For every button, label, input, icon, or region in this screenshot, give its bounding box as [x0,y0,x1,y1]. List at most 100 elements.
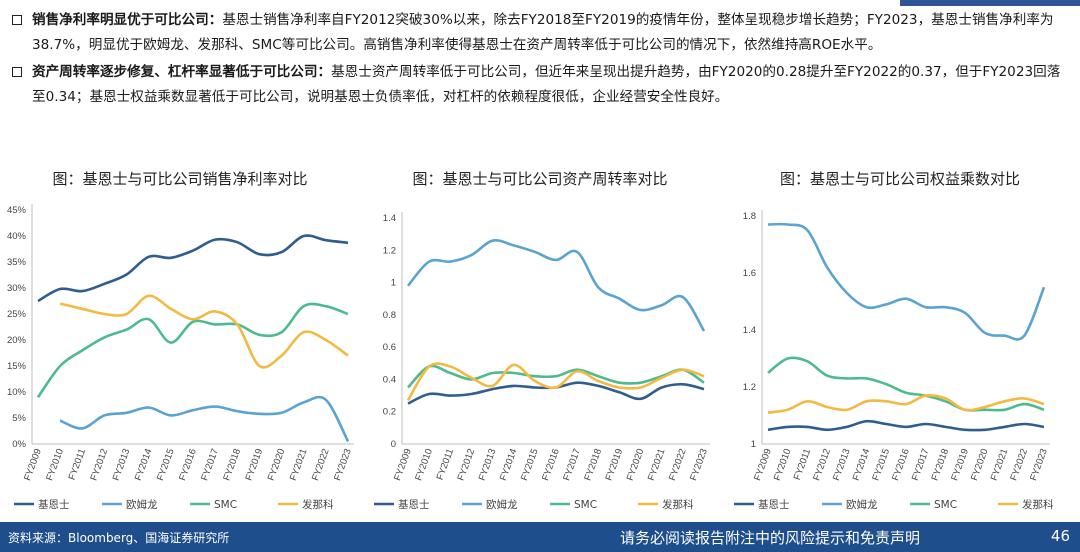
bullet-heading: 资产周转率逐步修复、杠杆率显著低于可比公司： [32,64,332,80]
legend-label: 发那科 [1022,498,1054,511]
bullet-text: 基恩士资产周转率低于可比公司，但近年来呈现出提升趋势，由FY2020的0.28提… [32,64,1061,105]
legend-label: 发那科 [662,498,694,511]
y-tick-label: 20% [7,335,27,346]
x-tick-label: FY2023 [332,447,354,482]
y-tick-label: 0.8 [383,310,396,321]
legend-label: SMC [214,499,237,511]
x-tick-label: FY2015 [519,447,541,482]
y-tick-label: 45% [7,205,27,216]
x-tick-label: FY2023 [688,447,710,482]
chart-asset-turnover: 图：基恩士与可比公司资产周转率对比 0 0.2 0.4 0.6 0.8 1 1.2 1.4 FY… [360,168,720,518]
x-tick-label: FY2011 [435,447,456,481]
chart-equity-multiplier: 图：基恩士与可比公司权益乘数对比 1 1.2 1.4 1.6 1.8 FY2009 FY20… [720,168,1080,518]
x-tick-label: FY2013 [111,447,133,482]
x-tick-label: FY2017 [199,447,221,482]
x-tick-label: FY2015 [155,447,177,482]
x-tick-label: FY2019 [604,447,626,482]
x-tick-label: FY2020 [266,447,288,482]
y-tick-label: 1.8 [743,211,756,222]
chart-title: 图：基恩士与可比公司权益乘数对比 [779,170,1020,188]
y-tick-label: 10% [7,387,27,398]
chart-net-margin: 图：基恩士与可比公司销售净利率对比 0% 5% 10% 15% 20% 25% 30% 35%… [0,168,360,518]
chart-svg: 0% 5% 10% 15% 20% 25% 30% 35% 40% 45% FY2009 FY2010… [7,204,354,511]
x-tick-label: FY2012 [811,447,833,482]
x-tick-label: FY2023 [1028,447,1050,482]
series-line [767,393,1045,414]
y-tick-label: 1.4 [383,213,396,224]
x-tick-label: FY2009 [22,447,44,482]
x-tick-label: FY2011 [792,447,813,481]
series-line [767,356,1045,412]
y-tick-label: 40% [7,231,27,242]
source-note: 资料来源：Bloomberg、国海证券研究所 [8,531,230,545]
x-tick-label: FY2017 [561,447,583,482]
y-tick-label: 0% [12,439,26,450]
page-number: 46 [1050,527,1070,545]
series-line [767,222,1046,341]
x-tick-label: FY2012 [456,447,478,482]
x-tick-label: FY2010 [772,447,794,482]
checkbox-square-icon [12,67,22,77]
chart-title: 图：基恩士与可比公司销售净利率对比 [52,170,308,188]
series-line [37,234,349,303]
legend-label: 欧姆龙 [846,498,878,511]
x-tick-label: FY2018 [582,447,604,482]
x-tick-label: FY2016 [540,447,562,482]
x-tick-label: FY2019 [244,447,266,482]
x-tick-label: FY2009 [752,447,774,482]
y-tick-label: 1.6 [743,268,756,279]
y-tick-label: 0.4 [383,374,396,385]
checkbox-square-icon [12,15,22,25]
x-tick-label: FY2016 [177,447,199,482]
x-tick-label: FY2010 [44,447,66,482]
y-tick-label: 1.4 [743,325,756,336]
y-tick-label: 30% [7,283,27,294]
x-tick-label: FY2013 [831,447,853,482]
y-tick-label: 0.2 [383,407,396,418]
x-tick-label: FY2022 [1008,447,1030,482]
legend-label: 基恩士 [38,498,70,511]
series-line [406,362,705,402]
x-tick-label: FY2020 [625,447,647,482]
y-tick-label: 1 [391,278,396,289]
legend-label: 基恩士 [758,498,790,511]
x-tick-label: FY2015 [870,447,892,482]
x-tick-label: FY2018 [930,447,952,482]
legend-label: SMC [574,499,597,511]
legend-label: 欧姆龙 [126,498,158,511]
series-line [59,395,350,443]
chart-svg: 11.21.41.61.8FY2009FY2010FY2011FY2012FY2… [734,210,1054,511]
series-line [406,238,706,332]
x-tick-label: FY2010 [413,447,435,482]
x-tick-label: FY2021 [288,447,310,482]
x-tick-label: FY2016 [890,447,912,482]
bullet-asset-turnover: 资产周转率逐步修复、杠杆率显著低于可比公司：基恩士资产周转率低于可比公司，但近年… [10,60,1070,110]
x-tick-label: FY2014 [498,447,520,482]
x-tick-label: FY2014 [133,447,155,482]
legend-label: 基恩士 [398,498,430,511]
x-tick-label: FY2022 [667,447,689,482]
x-tick-label: FY2021 [646,447,668,482]
x-tick-label: FY2013 [477,447,499,482]
series-line [59,294,349,369]
x-tick-label: FY2009 [392,447,414,482]
bullet-list: 销售净利率明显优于可比公司：基恩士销售净利率自FY2012突破30%以来，除去F… [10,8,1070,112]
y-tick-label: 1.2 [743,382,756,393]
legend-label: 发那科 [302,498,334,511]
x-tick-label: FY2011 [67,447,88,481]
legend-label: SMC [934,499,957,511]
footer-bar: 资料来源：Bloomberg、国海证券研究所 请务必阅读报告附注中的风险提示和免… [0,522,1080,552]
y-tick-label: 1 [751,439,756,450]
disclaimer: 请务必阅读报告附注中的风险提示和免责声明 [620,529,921,547]
top-accent-bar [900,0,1080,6]
bullet-text: 基恩士销售净利率自FY2012突破30%以来，除去FY2018至FY2019的疫… [32,12,1054,53]
chart-title: 图：基恩士与可比公司资产周转率对比 [412,170,668,188]
x-tick-label: FY2022 [310,447,332,482]
top-accent-strip [0,0,1080,6]
series-line [407,364,705,389]
bullet-heading: 销售净利率明显优于可比公司： [32,12,223,28]
series-line [767,419,1045,432]
x-tick-label: FY2021 [989,447,1011,482]
legend-label: 欧姆龙 [486,498,518,511]
